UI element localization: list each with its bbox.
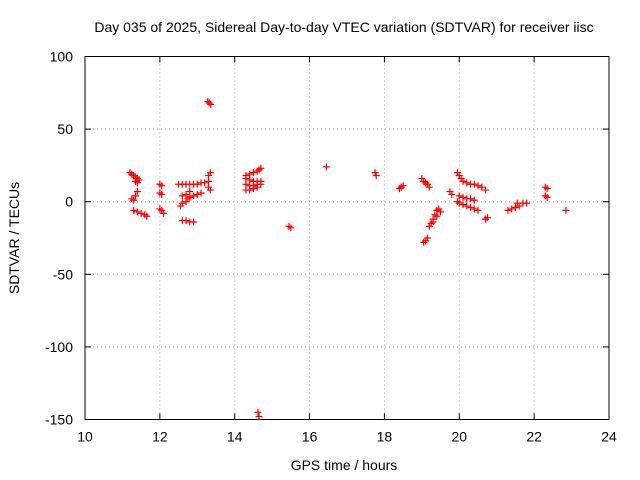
data-point: [459, 193, 467, 201]
data-point: [467, 195, 475, 203]
data-point: [470, 180, 478, 188]
data-point: [474, 206, 482, 214]
data-point: [455, 192, 463, 200]
data-point: [257, 180, 265, 188]
x-tick-label: 14: [227, 429, 243, 445]
data-point: [254, 408, 262, 416]
y-tick-label: 0: [65, 194, 73, 210]
data-point: [399, 182, 407, 190]
data-point: [455, 199, 463, 207]
data-point: [197, 189, 205, 197]
data-point: [201, 179, 209, 187]
data-point: [463, 202, 471, 210]
data-point: [182, 217, 190, 225]
data-point: [143, 212, 151, 220]
y-tick-label: 100: [50, 49, 74, 65]
x-tick-label: 20: [451, 429, 467, 445]
x-tick-label: 24: [601, 429, 617, 445]
data-series: [126, 98, 570, 421]
data-point: [130, 196, 138, 204]
plot-frame: [84, 56, 610, 420]
data-point: [437, 208, 445, 216]
data-point: [133, 208, 141, 216]
data-point: [137, 209, 145, 217]
data-point: [253, 183, 261, 191]
chart-title: Day 035 of 2025, Sidereal Day-to-day VTE…: [94, 19, 593, 35]
data-point: [543, 193, 551, 201]
data-point: [467, 204, 475, 212]
data-point: [423, 234, 431, 242]
data-point: [543, 185, 551, 193]
data-point: [206, 169, 214, 177]
data-point: [255, 413, 263, 421]
x-axis-label: GPS time / hours: [291, 457, 398, 473]
data-point: [481, 186, 489, 194]
data-point: [178, 199, 186, 207]
data-point: [160, 209, 168, 217]
data-point: [206, 186, 214, 194]
data-point: [463, 179, 471, 187]
data-point: [182, 190, 190, 198]
y-tick-label: -100: [45, 339, 73, 355]
data-point: [470, 205, 478, 213]
data-point: [523, 199, 531, 207]
data-point: [562, 206, 570, 214]
x-tick-label: 12: [152, 429, 168, 445]
data-point: [133, 188, 141, 196]
x-tick-label: 18: [377, 429, 393, 445]
data-point: [207, 100, 215, 108]
data-point: [132, 192, 140, 200]
data-point: [246, 186, 254, 194]
data-point: [459, 177, 467, 185]
data-point: [193, 190, 201, 198]
data-point: [158, 182, 166, 190]
axis-ticks: 10 12 14 16 18 20 22 24 100 50 0 -50 -100 -150: [45, 49, 617, 445]
data-point: [433, 212, 441, 220]
data-point: [504, 206, 512, 214]
grid: [85, 56, 609, 420]
data-point: [322, 163, 330, 171]
data-point: [459, 201, 467, 209]
y-tick-label: 50: [57, 121, 73, 137]
data-point: [130, 206, 138, 214]
data-point: [478, 183, 486, 191]
data-point: [249, 169, 257, 177]
data-point: [372, 172, 380, 180]
data-point: [178, 192, 186, 200]
data-point: [470, 196, 478, 204]
data-point: [508, 205, 516, 213]
x-tick-label: 22: [526, 429, 542, 445]
data-point: [425, 183, 433, 191]
data-point: [190, 192, 198, 200]
data-point: [193, 180, 201, 188]
data-point: [429, 218, 437, 226]
data-point: [132, 177, 140, 185]
data-point: [158, 190, 166, 198]
y-tick-label: -50: [53, 266, 73, 282]
x-tick-label: 16: [302, 429, 318, 445]
x-tick-label: 10: [77, 429, 93, 445]
y-axis-label: SDTVAR / TECUs: [6, 182, 22, 294]
data-point: [186, 188, 194, 196]
data-point: [205, 99, 213, 107]
data-point: [190, 218, 198, 226]
data-point: [483, 214, 491, 222]
data-point: [448, 190, 456, 198]
y-tick-label: -150: [45, 412, 73, 428]
data-point: [287, 224, 295, 232]
data-point: [249, 185, 257, 193]
data-point: [511, 204, 519, 212]
data-point: [474, 182, 482, 190]
data-point: [257, 164, 265, 172]
